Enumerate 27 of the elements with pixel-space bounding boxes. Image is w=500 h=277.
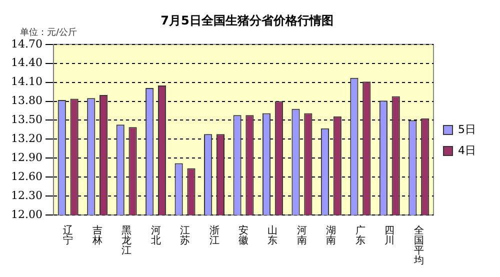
x-tick-label: 湖南 (326, 224, 336, 247)
legend-label: 4日 (458, 144, 476, 157)
y-tick-label: 13.20 (10, 132, 42, 146)
y-tick-label: 12.30 (10, 188, 42, 202)
text: 单位：元/公斤 (20, 26, 78, 39)
x-tick-label: 黑龙江 (122, 226, 132, 257)
y-tick-label: 14.70 (10, 37, 42, 50)
y-tick-label: 14.10 (10, 75, 42, 88)
x-tick-label: 四川 (384, 226, 395, 247)
y-tick-label: 13.50 (10, 113, 42, 126)
x-tick-label: 安徽 (238, 224, 248, 247)
chart-title: 7月5日全国生猪分省价格行情图 (160, 13, 334, 28)
x-tick-label: 辽宁 (63, 224, 74, 247)
x-tick-label: 山东 (268, 224, 278, 247)
x-tick-label: 浙江 (209, 224, 220, 247)
y-tick-label: 13.80 (10, 94, 42, 108)
y-tick-label: 14.40 (10, 56, 42, 70)
x-tick-label: 河北 (150, 224, 161, 247)
y-tick-label: 12.60 (10, 170, 42, 183)
x-tick-label: 广东 (355, 224, 366, 247)
x-tick-label: 全国平均 (412, 224, 424, 267)
x-tick-label: 河南 (296, 224, 307, 247)
x-tick-label: 吉林 (91, 224, 102, 247)
y-tick-label: 12.00 (10, 208, 42, 221)
legend-label: 5日 (458, 122, 476, 136)
y-tick-label: 12.90 (10, 150, 42, 164)
x-tick-label: 江苏 (180, 224, 190, 247)
